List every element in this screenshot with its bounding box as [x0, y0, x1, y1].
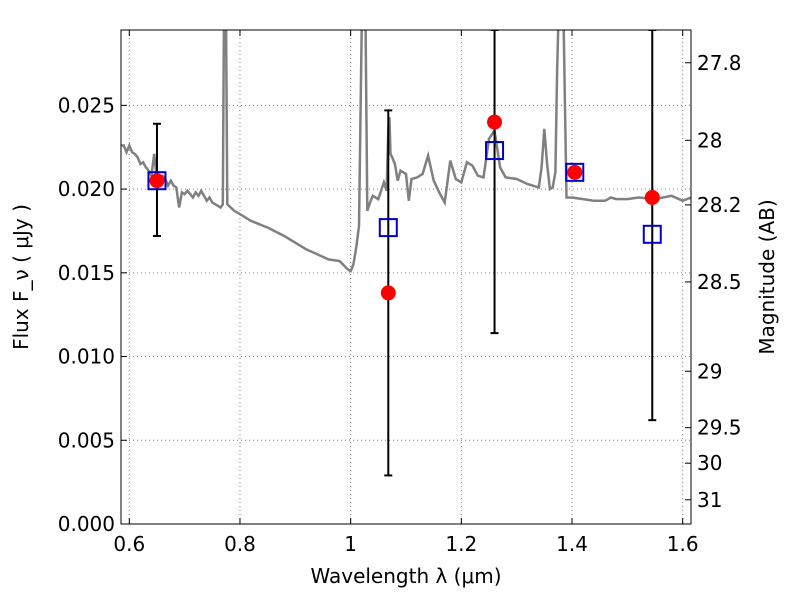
y-tick-label: 0.005 — [58, 428, 115, 452]
model-spectrum-line — [121, 30, 691, 273]
observed-point — [567, 164, 583, 180]
model-square — [565, 162, 585, 182]
y2-tick-label: 27.8 — [697, 51, 742, 75]
observed-point — [380, 285, 396, 301]
plot-area — [121, 30, 691, 477]
x-tick-label: 1 — [344, 532, 357, 556]
x-tick-label: 0.6 — [113, 532, 145, 556]
error-bars — [152, 30, 657, 477]
y2-tick-label: 31 — [697, 488, 722, 512]
model-square — [378, 218, 398, 238]
y-tick-label: 0.025 — [58, 93, 115, 117]
y-tick-label: 0.015 — [58, 261, 115, 285]
plot-frame — [120, 29, 692, 525]
y-tick-label: 0.010 — [58, 345, 115, 369]
observed-point — [644, 189, 660, 205]
y2-tick-label: 28 — [697, 128, 722, 152]
x-axis-ticks: 0.6 0.8 1 1.2 1.4 1.6 — [113, 30, 699, 556]
y2-tick-label: 28.5 — [697, 270, 742, 294]
y-axis-ticks: 0.000 0.005 0.010 0.015 0.020 0.025 — [58, 93, 127, 536]
y2-axis-label: Magnitude (AB) — [755, 199, 779, 354]
model-square — [147, 171, 167, 191]
y-tick-label: 0.020 — [58, 177, 115, 201]
model-squares — [147, 141, 662, 244]
x-tick-label: 1.4 — [556, 532, 588, 556]
y2-tick-label: 29 — [697, 359, 722, 383]
y-tick-label: 0.000 — [58, 512, 115, 536]
observed-point — [149, 173, 165, 189]
observed-point — [487, 114, 503, 130]
model-square — [642, 224, 662, 244]
x-tick-label: 1.2 — [445, 532, 477, 556]
y2-axis-ticks: 27.8 28 28.2 28.5 29 29.5 30 31 — [685, 51, 742, 512]
y-axis-label: Flux F_ν ( μJy ) — [9, 204, 33, 350]
x-tick-label: 1.6 — [667, 532, 699, 556]
grid-lines — [121, 30, 691, 525]
x-tick-label: 0.8 — [224, 532, 256, 556]
y2-tick-label: 29.5 — [697, 416, 742, 440]
observed-points — [149, 114, 660, 301]
y2-tick-label: 30 — [697, 451, 722, 475]
model-square — [485, 141, 505, 161]
y2-tick-label: 28.2 — [697, 193, 742, 217]
x-axis-label: Wavelength λ (μm) — [310, 564, 501, 588]
